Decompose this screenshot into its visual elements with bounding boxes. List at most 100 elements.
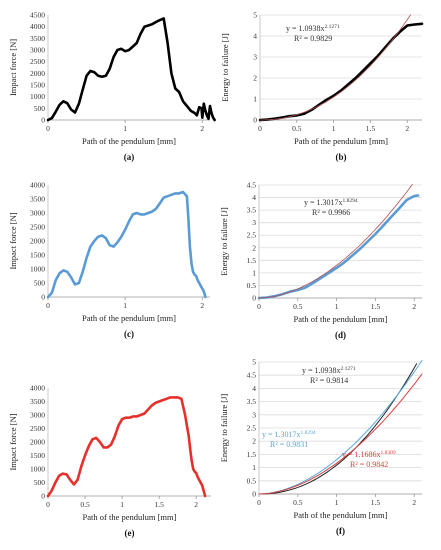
y-axis-title: Energy to failure [J] <box>219 207 229 276</box>
y-tick-label: 500 <box>34 104 46 113</box>
x-tick-label: 1.5 <box>371 302 381 311</box>
r-squared-label: R² = 0.9814 <box>310 376 348 385</box>
x-axis-title: Path of the pendulum [mm] <box>82 136 176 146</box>
panel-letter: (b) <box>336 152 347 162</box>
y-tick-label: 0 <box>41 293 45 302</box>
y-tick-label: 0 <box>41 116 45 125</box>
panel-letter: (f) <box>336 526 345 536</box>
data-series-b-0 <box>258 22 424 122</box>
y-tick-label: 4000 <box>30 384 45 393</box>
equation-label: y = 1.0938x2.1271 <box>302 366 356 375</box>
y-tick-label: 500 <box>34 279 46 288</box>
y-tick-label: 1.5 <box>247 256 257 265</box>
x-axis-title: Path of the pendulum [mm] <box>83 512 177 522</box>
x-tick-label: 0 <box>46 301 50 310</box>
x-tick-label: 2 <box>200 124 204 133</box>
y-axis-title: Impact force [N] <box>8 212 18 269</box>
trendline-f-2 <box>258 373 423 495</box>
y-tick-label: 0.5 <box>247 476 257 485</box>
y-tick-label: 2000 <box>30 237 45 246</box>
y-axis-title: Energy to failure [J] <box>220 33 230 102</box>
y-tick-label: 1500 <box>30 251 45 260</box>
y-tick-label: 3000 <box>30 209 45 218</box>
y-tick-label: 2000 <box>30 438 45 447</box>
x-axis-title: Path of the pendulum [mm] <box>294 510 388 520</box>
r-squared-label: R² = 0.9842 <box>350 460 388 469</box>
y-axis-title: Energy to failure [J] <box>219 394 229 463</box>
x-tick-label: 0.5 <box>293 302 303 311</box>
trendline-f-0 <box>258 363 418 495</box>
chart-f: 0 0.5 1 1.5 2 2.5 3 3.5 4 4.5 5 0 0.5 1 1.5 2 Path of th… <box>219 358 423 536</box>
y-tick-label: 3000 <box>30 411 45 420</box>
y-tick-label: 3500 <box>30 195 45 204</box>
y-tick-label: 2000 <box>30 69 45 78</box>
y-tick-label: 2.5 <box>247 231 257 240</box>
y-tick-label: 0 <box>41 492 45 501</box>
y-tick-label: 4 <box>253 32 257 41</box>
y-tick-label: 3 <box>252 218 256 227</box>
data-series-c-0 <box>46 190 207 299</box>
trendline-b-1 <box>259 14 411 121</box>
y-axis-title: Impact force [N] <box>8 413 18 470</box>
y-tick-label: 2 <box>252 437 256 446</box>
r-squared-label: R² = 0.9829 <box>294 34 332 43</box>
x-tick-label: 1 <box>120 500 124 509</box>
y-tick-label: 4500 <box>30 11 45 20</box>
y-tick-label: 0 <box>252 294 256 303</box>
y-tick-label: 1 <box>252 463 256 472</box>
x-axis-title: Path of the pendulum [mm] <box>294 136 388 146</box>
y-tick-label: 0.5 <box>247 281 257 290</box>
x-tick-label: 1 <box>123 301 127 310</box>
r-squared-label: R² = 0.9966 <box>312 208 350 217</box>
y-tick-label: 0 <box>253 116 257 125</box>
x-tick-label: 0 <box>258 124 262 133</box>
chart-d: 0 0.5 1 1.5 2 2.5 3 3.5 4 4.5 0 0.5 1 1.5 2 Path of the… <box>219 181 422 340</box>
y-tick-label: 4000 <box>30 22 45 31</box>
y-tick-label: 4000 <box>30 181 45 190</box>
trendline-d-1 <box>258 184 413 299</box>
y-tick-label: 0 <box>252 490 256 499</box>
y-axis-title: Impact force [N] <box>8 39 18 96</box>
y-tick-label: 2 <box>252 243 256 252</box>
x-tick-label: 2 <box>412 302 416 311</box>
equation-label: y = 1.3017x1.8294 <box>304 198 358 207</box>
panel-letter: (d) <box>335 330 346 340</box>
data-series-e-0 <box>46 396 207 498</box>
y-tick-label: 2500 <box>30 424 45 433</box>
y-tick-label: 1000 <box>30 265 45 274</box>
x-tick-label: 1 <box>335 302 339 311</box>
x-tick-label: 1 <box>332 124 336 133</box>
x-tick-label: 0.5 <box>292 124 302 133</box>
y-tick-label: 1000 <box>30 92 45 101</box>
y-tick-label: 3000 <box>30 46 45 55</box>
x-tick-label: 0 <box>257 498 261 507</box>
y-tick-label: 2500 <box>30 57 45 66</box>
equation-label: y = 1.3017x1.8294 <box>262 430 316 439</box>
y-tick-label: 2 <box>253 74 257 83</box>
y-tick-label: 1500 <box>30 451 45 460</box>
y-tick-label: 500 <box>34 478 46 487</box>
y-tick-label: 2.5 <box>247 424 257 433</box>
y-tick-label: 3.5 <box>247 206 257 215</box>
y-tick-label: 5 <box>252 358 256 367</box>
r-squared-label: R² = 0.9831 <box>270 440 308 449</box>
equation-label: y = 1.0938x2.1271 <box>286 24 340 33</box>
x-tick-label: 0.5 <box>80 500 90 509</box>
x-tick-label: 1.5 <box>154 500 164 509</box>
y-tick-label: 3 <box>253 53 257 62</box>
x-tick-label: 1.5 <box>371 498 381 507</box>
y-tick-label: 3 <box>252 410 256 419</box>
x-tick-label: 2 <box>405 124 409 133</box>
x-axis-title: Path of the pendulum [mm] <box>82 313 176 323</box>
x-tick-label: 1.5 <box>366 124 376 133</box>
x-tick-label: 2 <box>194 500 198 509</box>
y-tick-label: 1.5 <box>247 450 257 459</box>
data-series-a-0 <box>46 17 216 122</box>
x-tick-label: 0 <box>257 302 261 311</box>
x-tick-label: 0 <box>46 124 50 133</box>
y-tick-label: 4.5 <box>247 371 257 380</box>
y-tick-label: 1500 <box>30 81 45 90</box>
x-tick-label: 1 <box>123 124 127 133</box>
panel-letter: (c) <box>124 329 134 339</box>
